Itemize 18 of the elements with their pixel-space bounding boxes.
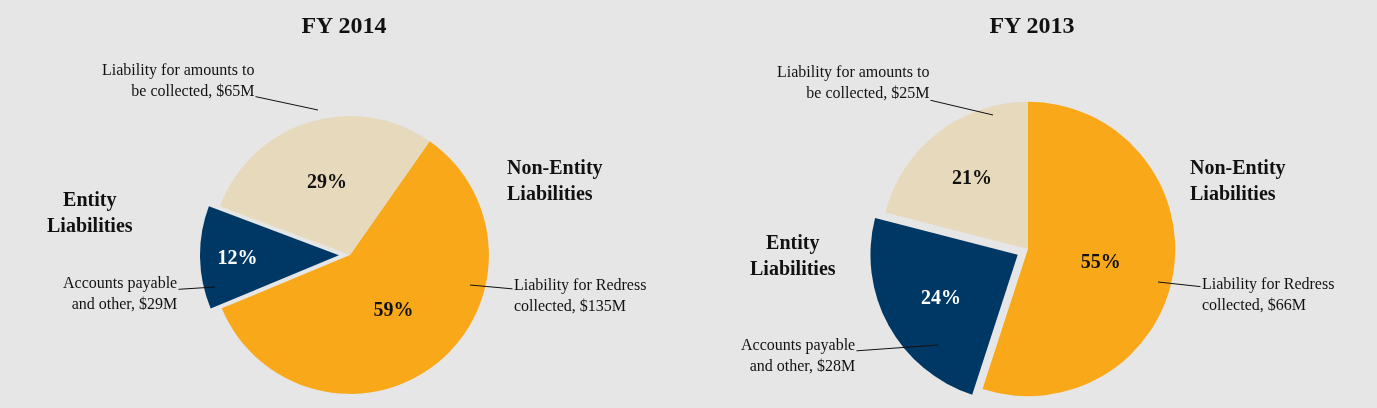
- slice-label: Liability for Redress collected, $66M: [1202, 275, 1335, 313]
- text: Entity Liabilities: [47, 188, 133, 236]
- data-label: 12%: [217, 245, 258, 268]
- chart-title: FY 2013: [989, 12, 1075, 39]
- slice-label: Accounts payable and other, $28M: [741, 336, 856, 374]
- slice-label: Accounts payable and other, $29M: [63, 274, 178, 312]
- data-label: 59%: [373, 298, 414, 321]
- data-label: 21%: [952, 165, 993, 188]
- data-label: 24%: [921, 285, 962, 308]
- data-label: 29%: [307, 169, 348, 192]
- data-label: 55%: [1080, 249, 1121, 272]
- slice-label: Liability for Redress collected, $135M: [514, 276, 647, 314]
- slice-label: Liability for amounts to be collected, $25M: [777, 63, 930, 101]
- text: Non-Entity Liabilities: [1190, 156, 1286, 204]
- slice-label: Liability for amounts to be collected, $65M: [102, 61, 255, 99]
- chart-title: FY 2014: [301, 12, 387, 39]
- text: Non-Entity Liabilities: [507, 156, 603, 204]
- text: Entity Liabilities: [750, 231, 836, 279]
